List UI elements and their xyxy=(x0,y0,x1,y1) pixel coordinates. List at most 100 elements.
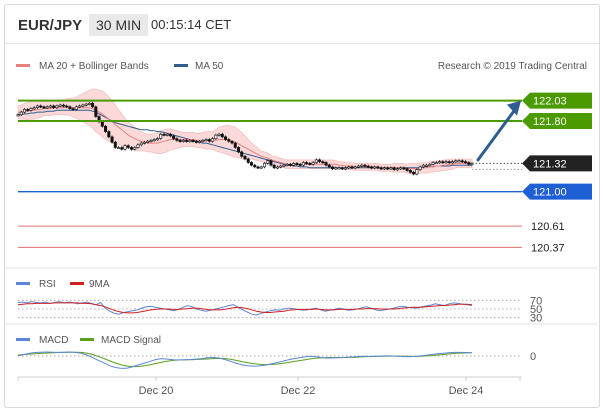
candle-body xyxy=(301,162,305,166)
candle-body xyxy=(373,166,377,169)
ma50-legend-swatch xyxy=(174,64,188,67)
forecast-arrow-shaft xyxy=(476,108,517,162)
candle-body xyxy=(74,106,78,110)
candle-body xyxy=(369,166,373,169)
candle-body xyxy=(227,139,231,142)
candle-body xyxy=(139,142,143,146)
candle-body xyxy=(360,164,364,167)
candle-body xyxy=(42,106,46,109)
candle-body xyxy=(259,166,263,169)
level-label-121.80: 121.80 xyxy=(533,116,567,128)
level-label-122.03: 122.03 xyxy=(533,96,567,108)
macd-signal-legend-label: MACD Signal xyxy=(101,335,161,346)
rsi-ma-legend-swatch xyxy=(70,282,84,285)
candle-body xyxy=(392,167,396,170)
candle-body xyxy=(198,140,202,143)
candle-body xyxy=(52,105,56,108)
level-label-121.32: 121.32 xyxy=(533,158,567,170)
candle-body xyxy=(350,166,354,169)
candle-body xyxy=(201,140,205,142)
candle-body xyxy=(61,104,65,107)
chart-widget: EUR/JPY 30 MIN 00:15:14 CET xyxy=(4,4,600,408)
candle-body xyxy=(382,167,386,170)
candle-body xyxy=(211,138,215,142)
candle-body xyxy=(344,167,348,170)
macd-line xyxy=(17,351,473,369)
candle-body xyxy=(279,165,283,168)
candle-body xyxy=(434,162,438,165)
candle-body xyxy=(292,163,296,166)
candle-body xyxy=(136,144,140,148)
candle-body xyxy=(217,133,221,136)
candle-body xyxy=(146,140,150,143)
research-credit: Research © 2019 Trading Central xyxy=(438,61,587,72)
candle-body xyxy=(71,108,75,111)
ma50-legend-label: MA 50 xyxy=(195,61,224,72)
candle-body xyxy=(314,159,318,163)
ma20-line xyxy=(18,106,472,170)
candle-body xyxy=(152,139,156,142)
currency-pair-title: EUR/JPY xyxy=(18,17,83,34)
candle-body xyxy=(454,160,458,163)
level-label-121.00: 121.00 xyxy=(533,187,567,199)
candle-body xyxy=(78,105,82,108)
candle-body xyxy=(94,106,98,117)
candle-body xyxy=(386,167,390,170)
candle-body xyxy=(269,160,273,166)
candle-body xyxy=(288,163,292,166)
candle-body xyxy=(275,166,279,169)
candle-body xyxy=(447,161,451,164)
rsi-legend-label: RSI xyxy=(39,279,56,290)
candle-body xyxy=(26,109,30,111)
candle-body xyxy=(181,140,185,142)
timeframe-button[interactable]: 30 MIN xyxy=(89,14,149,36)
candle-body xyxy=(100,121,104,127)
candle-body xyxy=(142,141,146,144)
candle-body xyxy=(107,131,111,138)
rsi-ma-line xyxy=(17,302,473,314)
x-axis: Dec 20 Dec 22 Dec 24 xyxy=(17,377,521,397)
candle-body xyxy=(412,171,416,175)
candle-body xyxy=(48,105,52,108)
candle-body xyxy=(178,140,182,142)
macd-panel: 0 xyxy=(17,351,536,369)
candle-body xyxy=(395,168,399,171)
candle-body xyxy=(285,163,289,166)
candle-body xyxy=(418,166,422,170)
x-tick-label: Dec 20 xyxy=(139,385,174,397)
candle-body xyxy=(162,133,166,136)
candle-body xyxy=(113,141,117,148)
candle-body xyxy=(35,105,39,108)
level-tag-121.32 xyxy=(522,155,592,172)
candle-body xyxy=(55,105,59,108)
candle-body xyxy=(405,168,409,171)
candle-body xyxy=(379,167,383,170)
candle-body xyxy=(444,161,448,164)
candle-body xyxy=(117,147,121,149)
level-label-120.37: 120.37 xyxy=(531,242,565,254)
rsi-tick-70: 70 xyxy=(530,295,542,307)
candle-body xyxy=(363,164,367,167)
candle-body xyxy=(464,161,468,164)
candle-body xyxy=(126,145,130,148)
candle-body xyxy=(366,165,370,168)
candle-body xyxy=(408,170,412,173)
candle-body xyxy=(123,145,127,150)
candle-body xyxy=(19,111,23,116)
candle-body xyxy=(347,166,351,169)
candle-body xyxy=(130,147,134,150)
rsi-ma-legend-label: 9MA xyxy=(89,279,110,290)
candle-body xyxy=(240,151,244,157)
candle-body xyxy=(389,167,393,170)
candle-body xyxy=(334,167,338,170)
candle-body xyxy=(266,160,270,164)
level-tag-121.00 xyxy=(522,183,592,200)
candle-body xyxy=(376,166,380,169)
macd-signal-legend-swatch xyxy=(80,338,94,341)
candle-body xyxy=(22,109,26,113)
timestamp: 00:15:14 CET xyxy=(151,17,232,32)
candle-body xyxy=(155,138,159,141)
candle-body xyxy=(175,138,179,141)
